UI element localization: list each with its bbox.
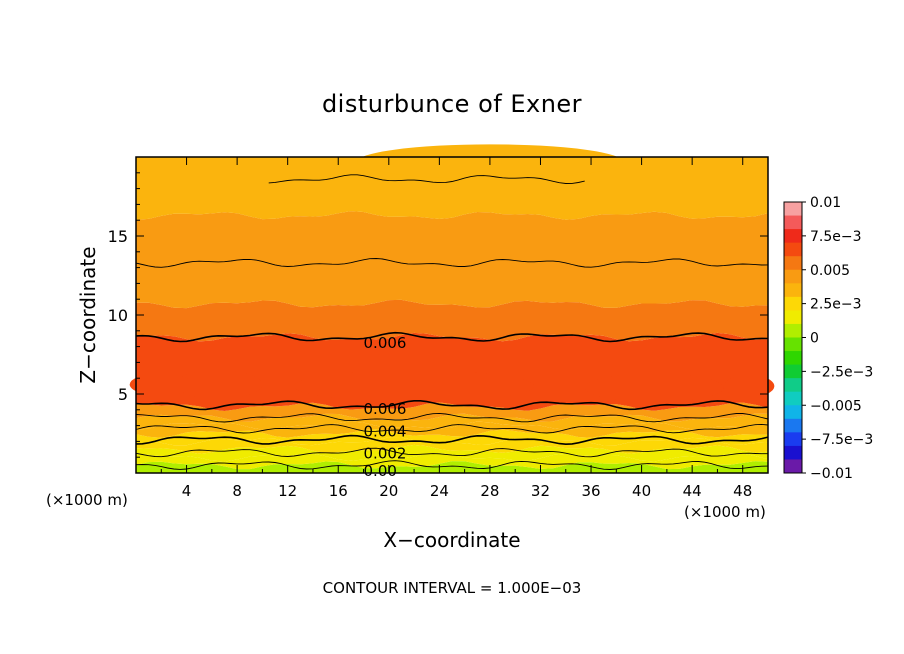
contour-line <box>135 412 769 423</box>
contour-line <box>135 258 769 268</box>
chart-title: disturbunce of Exner <box>322 90 582 118</box>
contour-lines <box>135 174 769 470</box>
contour-band <box>136 461 768 473</box>
contour-patch <box>723 375 775 398</box>
contour-band <box>136 258 768 309</box>
x-tick-label: 24 <box>430 482 449 500</box>
contour-line <box>135 400 769 411</box>
contour-value-label: 0.006 <box>364 400 407 418</box>
contour-line <box>135 423 769 434</box>
x-tick-label: 16 <box>329 482 348 500</box>
colorbar-swatch <box>784 323 802 338</box>
contour-band <box>136 452 768 470</box>
y-axis-label: Z−coordinate <box>76 246 100 383</box>
contour-band <box>136 444 768 462</box>
colorbar-swatch <box>784 202 802 217</box>
colorbar-label: 2.5e−3 <box>810 297 862 313</box>
colorbar-label: 0.01 <box>810 195 841 211</box>
contour-interval-note: CONTOUR INTERVAL = 1.000E−03 <box>323 579 582 597</box>
x-tick-label: 12 <box>278 482 297 500</box>
y-axis-ticks: 5 10 15 <box>108 172 768 458</box>
x-tick-label: 36 <box>581 482 600 500</box>
contour-patch <box>294 370 535 402</box>
y-tick-label: 15 <box>108 227 128 246</box>
x-tick-label: 4 <box>182 482 192 500</box>
contour-value-label: 0.002 <box>364 444 407 462</box>
colorbar-swatch <box>784 296 802 311</box>
contour-value-label: 0.006 <box>364 334 407 352</box>
x-tick-label: 20 <box>379 482 398 500</box>
colorbar-swatch <box>784 229 802 244</box>
y-tick-label: 5 <box>118 385 128 404</box>
colorbar-swatch <box>784 364 802 379</box>
colorbar-swatch <box>784 432 802 447</box>
colorbar-swatch <box>784 283 802 298</box>
contour-patch <box>173 370 263 399</box>
x-unit-right: (×1000 m) <box>684 503 766 521</box>
x-tick-label: 44 <box>683 482 702 500</box>
x-tick-label: 32 <box>531 482 550 500</box>
contour-value-label: 0.004 <box>364 422 407 440</box>
contour-line <box>135 434 769 446</box>
plot-area <box>129 144 775 473</box>
colorbar-label: 7.5e−3 <box>810 229 862 245</box>
x-tick-label: 40 <box>632 482 651 500</box>
colorbar-swatch <box>784 405 802 420</box>
colorbar: 0.01 7.5e−3 0.005 2.5e−3 0 −2.5e−3 −0.005 −7.5e… <box>783 195 873 482</box>
contour-band <box>136 211 768 268</box>
colorbar-swatch <box>784 310 802 325</box>
x-axis-ticks: 4 8 12 16 20 24 28 32 36 40 44 48 <box>160 157 752 500</box>
contour-patch <box>584 373 724 402</box>
colorbar-swatch <box>784 256 802 271</box>
contour-band <box>136 157 768 220</box>
colorbar-swatch <box>784 351 802 366</box>
y-tick-label: 10 <box>108 306 128 325</box>
contour-line <box>135 447 768 458</box>
contour-band <box>136 299 768 342</box>
contour-value-label: 0.00 <box>364 462 397 480</box>
colorbar-label: −7.5e−3 <box>810 432 873 448</box>
colorbar-swatch <box>784 269 802 284</box>
x-axis-label: X−coordinate <box>383 528 520 552</box>
contour-band <box>136 437 768 454</box>
colorbar-swatch <box>784 378 802 393</box>
contour-band <box>136 402 768 422</box>
colorbar-swatch <box>784 445 802 460</box>
contour-patch <box>129 373 193 396</box>
contour-line <box>135 331 769 343</box>
colorbar-swatch <box>784 242 802 257</box>
contour-line <box>135 460 769 470</box>
colorbar-swatch <box>784 337 802 352</box>
colorbar-label: 0.005 <box>810 263 850 279</box>
contour-band <box>136 413 768 430</box>
x-tick-label: 8 <box>232 482 242 500</box>
contour-band <box>136 429 768 446</box>
colorbar-swatch <box>784 215 802 230</box>
contour-band <box>136 421 768 438</box>
colorbar-label: 0 <box>810 331 819 347</box>
colorbar-label: −2.5e−3 <box>810 364 873 380</box>
colorbar-swatch <box>784 418 802 433</box>
colorbar-swatch <box>784 391 802 406</box>
x-tick-label: 28 <box>480 482 499 500</box>
colorbar-label: −0.01 <box>810 466 853 482</box>
x-tick-label: 48 <box>733 482 752 500</box>
colorbar-label: −0.005 <box>810 398 862 414</box>
colorbar-swatch <box>784 459 802 474</box>
x-unit-left: (×1000 m) <box>46 491 128 509</box>
contour-line <box>268 174 585 184</box>
